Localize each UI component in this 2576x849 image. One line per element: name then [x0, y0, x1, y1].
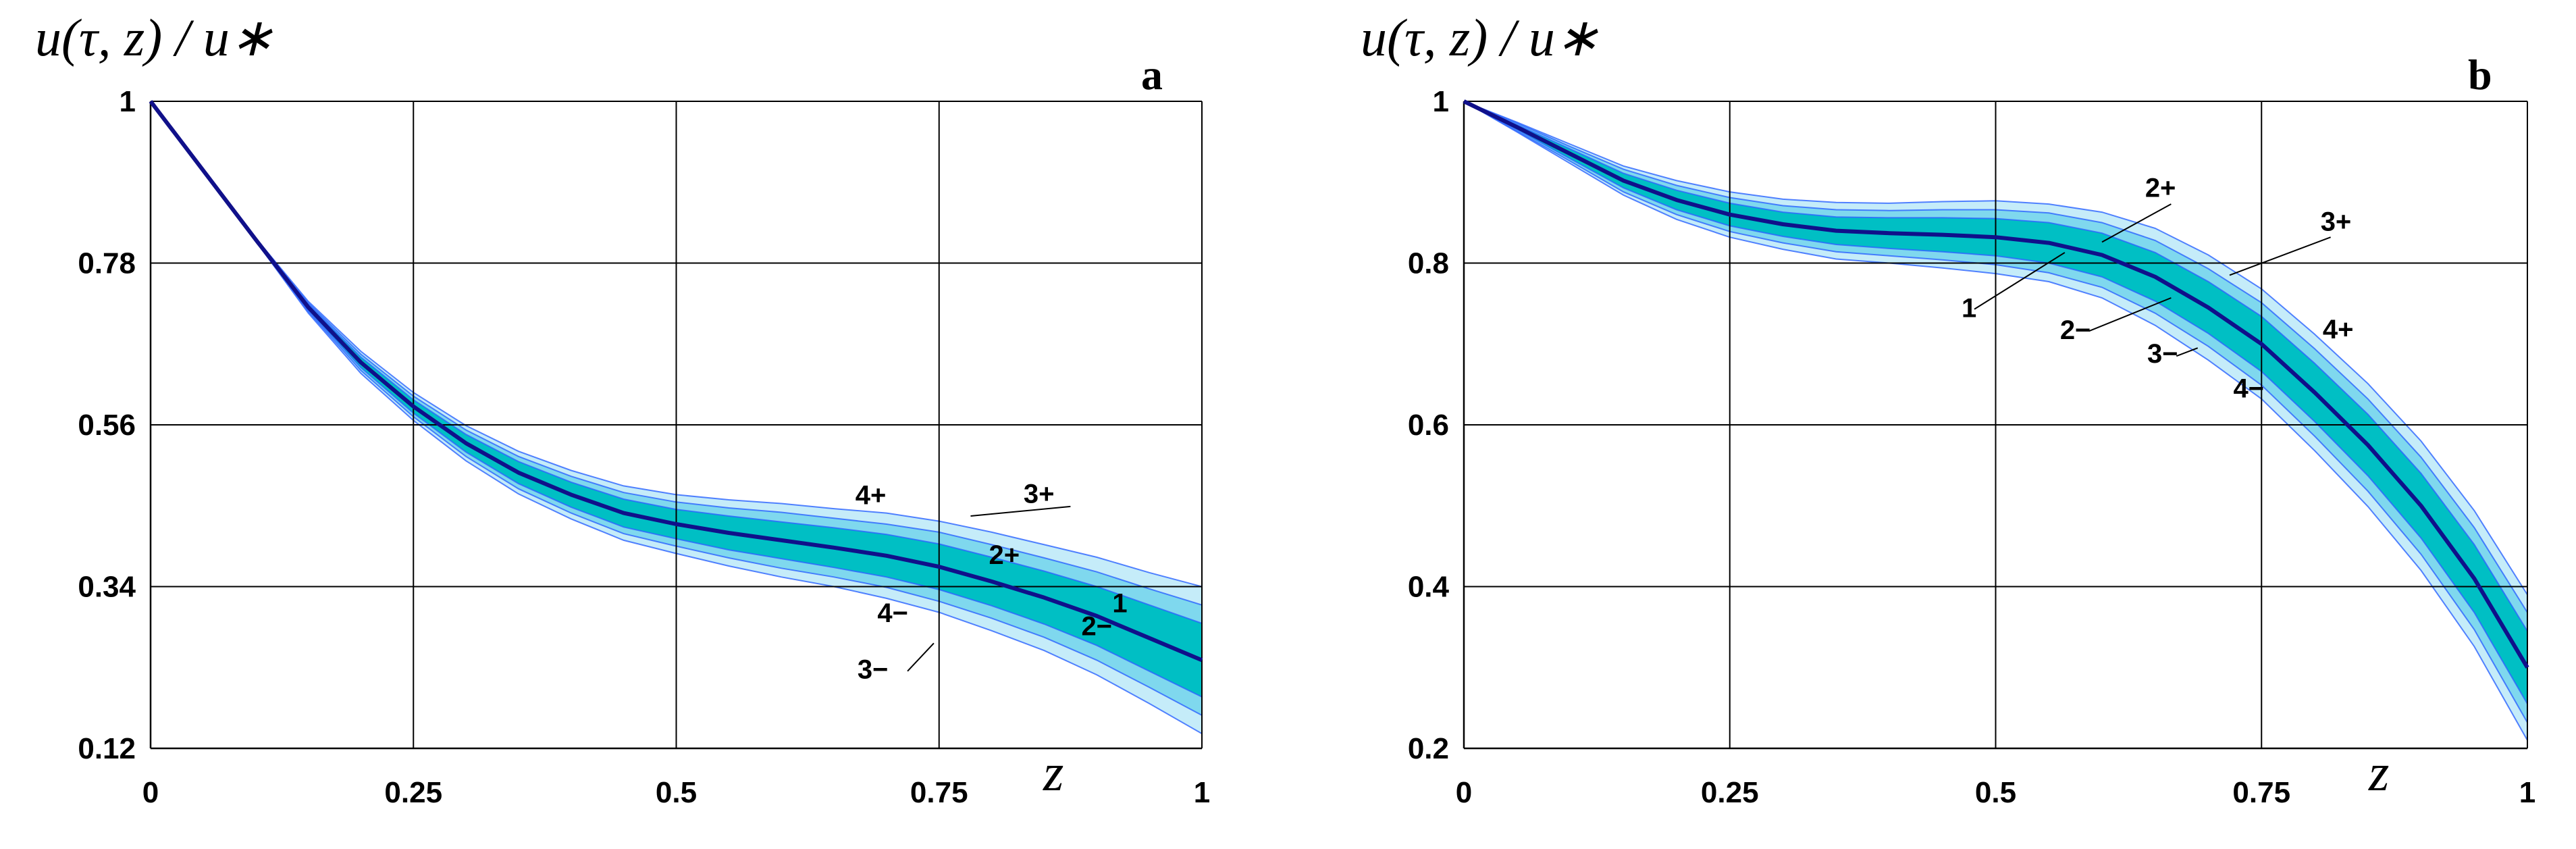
y-tick-label-pa: 0.78 [78, 247, 136, 280]
series-1-pa [149, 100, 1203, 663]
leader-line-pa [970, 505, 1071, 517]
curve-label-pa: 2− [1081, 611, 1112, 641]
chart-panel-a: u(τ, z) / u∗ a z 0.12 0.34 0.56 0.78 1 0 0.25 0… [35, 8, 1210, 809]
curve-label-pa: 4− [877, 598, 908, 628]
x-tick-label-pa: 0.5 [656, 776, 697, 809]
curve-label-pa: 2+ [989, 540, 1020, 570]
curve-label-pb: 2− [2060, 315, 2091, 345]
curve-label-pb: 2+ [2145, 173, 2176, 203]
y-tick-label-pb: 0.8 [1408, 247, 1449, 280]
x-tick-label-pa: 1 [1194, 776, 1210, 809]
y-tick-label-pa: 1 [120, 85, 136, 118]
x-tick-label-pb: 1 [2519, 776, 2535, 809]
curve-label-pb: 4− [2234, 374, 2265, 403]
curve-label-pa: 1 [1112, 589, 1127, 619]
x-tick-label-pb: 0.25 [1701, 776, 1759, 809]
x-tick-label-pa: 0.25 [384, 776, 442, 809]
curve-label-pb: 4+ [2323, 315, 2354, 344]
y-tick-label-pa: 0.34 [78, 571, 136, 604]
curve-label-pb: 3+ [2321, 207, 2352, 237]
panel-label-a: a [1141, 51, 1163, 99]
y-tick-label-pa: 0.56 [78, 409, 136, 442]
panel-label-b: b [2468, 51, 2492, 99]
leader-line-pb [1974, 252, 2066, 310]
y-tick-label-pb: 0.6 [1408, 409, 1449, 442]
x-tick-label-pa: 0 [142, 776, 159, 809]
leader-line-pb [2229, 236, 2331, 276]
y-tick-label-pb: 1 [1433, 85, 1449, 118]
y-axis-label-a: u(τ, z) / u∗ [35, 8, 273, 67]
curve-label-pa: 4+ [856, 481, 887, 511]
x-tick-label-pb: 0.75 [2232, 776, 2290, 809]
curve-label-pb: 1 [1962, 294, 1976, 324]
curve-label-pa: 3− [858, 655, 889, 685]
y-tick-label-pa: 0.12 [78, 732, 136, 765]
y-tick-label-pb: 0.2 [1408, 732, 1449, 765]
curve-label-pa: 3+ [1024, 479, 1055, 509]
chart-panel-b: u(τ, z) / u∗ b z 0.20.40.60.810 0.25 0.5 0.… [1361, 8, 2535, 809]
x-tick-label-pb: 0.5 [1975, 776, 2016, 809]
x-axis-label-b: z [2368, 743, 2389, 802]
x-tick-label-pa: 0.75 [910, 776, 968, 809]
leader-line-pa [907, 642, 935, 672]
y-axis-label-b: u(τ, z) / u∗ [1361, 8, 1599, 67]
x-tick-label-pb: 0 [1456, 776, 1472, 809]
leader-line-pb [2101, 203, 2172, 243]
x-axis-label-a: z [1043, 743, 1063, 802]
curve-label-pb: 3− [2147, 339, 2178, 369]
y-tick-label-pb: 0.4 [1408, 571, 1450, 604]
leader-line-pb [2088, 297, 2172, 332]
series-1-pb [1463, 99, 2529, 669]
leader-line-pb [2176, 347, 2199, 357]
plot-area-b: 0.2 0.4 0.6 0.8 1 0 0.25 0.5 0.75 1 2+ 3+ 1 2− 3− 4+ 4− [1408, 85, 2535, 809]
